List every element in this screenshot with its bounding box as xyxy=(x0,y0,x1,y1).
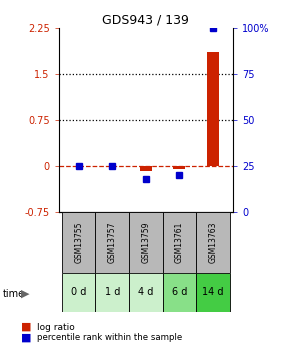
FancyBboxPatch shape xyxy=(163,212,196,273)
Text: ■: ■ xyxy=(21,322,31,332)
Text: GSM13763: GSM13763 xyxy=(208,221,217,263)
FancyBboxPatch shape xyxy=(163,273,196,312)
Bar xyxy=(140,166,152,171)
Text: log ratio: log ratio xyxy=(37,323,74,332)
Text: GSM13755: GSM13755 xyxy=(74,221,83,263)
FancyBboxPatch shape xyxy=(129,273,163,312)
Bar xyxy=(207,52,219,166)
Bar xyxy=(173,166,185,169)
Text: time: time xyxy=(3,289,25,299)
Text: GSM13757: GSM13757 xyxy=(108,221,117,263)
Text: ■: ■ xyxy=(21,333,31,342)
Text: GSM13761: GSM13761 xyxy=(175,222,184,263)
Text: 1 d: 1 d xyxy=(105,287,120,297)
Text: percentile rank within the sample: percentile rank within the sample xyxy=(37,333,182,342)
Text: 6 d: 6 d xyxy=(172,287,187,297)
FancyBboxPatch shape xyxy=(62,273,96,312)
Text: 14 d: 14 d xyxy=(202,287,224,297)
Text: 0 d: 0 d xyxy=(71,287,86,297)
Text: GSM13759: GSM13759 xyxy=(141,221,150,263)
FancyBboxPatch shape xyxy=(96,212,129,273)
Text: 4 d: 4 d xyxy=(138,287,154,297)
FancyBboxPatch shape xyxy=(196,273,230,312)
Title: GDS943 / 139: GDS943 / 139 xyxy=(102,13,189,27)
FancyBboxPatch shape xyxy=(96,273,129,312)
FancyBboxPatch shape xyxy=(129,212,163,273)
FancyBboxPatch shape xyxy=(196,212,230,273)
FancyBboxPatch shape xyxy=(62,212,96,273)
Text: ▶: ▶ xyxy=(21,289,30,299)
